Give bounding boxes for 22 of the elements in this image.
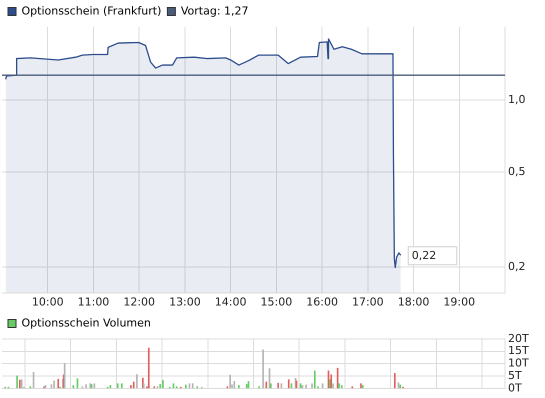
y-tick-label: 0T — [508, 381, 522, 394]
x-tick-label: 10:00 — [32, 295, 64, 308]
y-tick-label: 10T — [508, 356, 529, 370]
x-tick-label: 17:00 — [352, 295, 384, 308]
x-tick-label: 15:00 — [260, 295, 292, 308]
x-tick-label: 19:00 — [443, 295, 476, 308]
x-tick-label: 13:00 — [169, 295, 201, 308]
y-tick-label: 0,2 — [508, 260, 526, 273]
legend-label: Optionsschein Volumen — [22, 316, 151, 330]
y-tick-label: 15T — [508, 344, 529, 358]
legend-label: Optionsschein (Frankfurt) — [22, 4, 162, 18]
x-tick-label: 18:00 — [398, 295, 430, 308]
x-tick-label: 14:00 — [214, 295, 246, 308]
x-tick-label: 12:00 — [123, 295, 156, 308]
legend-label: Vortag: 1,27 — [180, 4, 249, 18]
y-tick-label: 5T — [508, 368, 522, 382]
x-tick-label: 16:00 — [306, 295, 338, 308]
annotation: 0,22 — [412, 249, 436, 262]
x-tick-label: 11:00 — [78, 295, 110, 308]
y-tick-label: 1,0 — [508, 92, 526, 106]
y-tick-label: 20T — [508, 332, 529, 345]
y-tick-label: 0,5 — [508, 164, 526, 178]
